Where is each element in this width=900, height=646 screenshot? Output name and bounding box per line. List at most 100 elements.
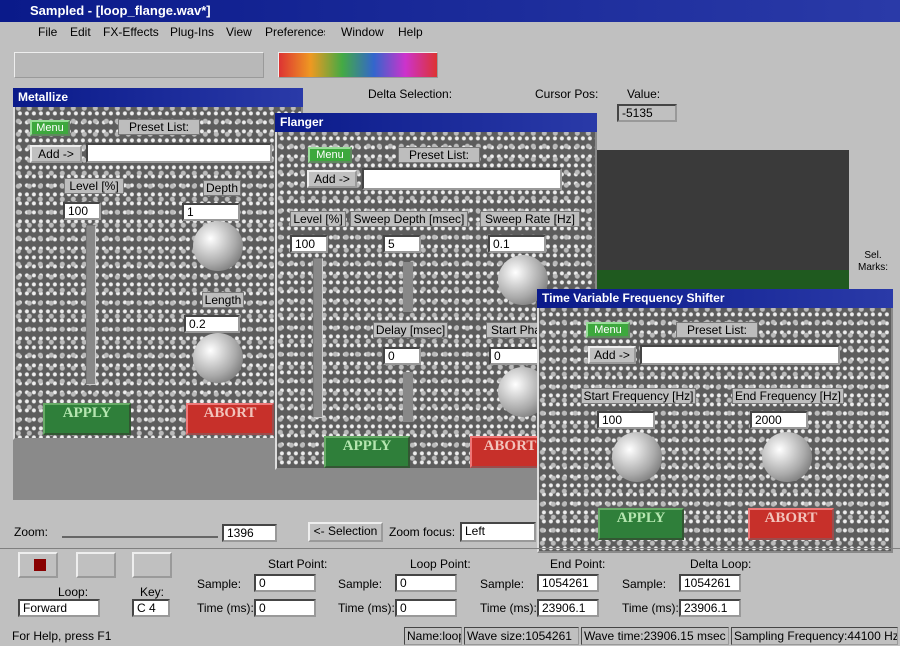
button[interactable]: Add -> (307, 170, 357, 188)
label: Time (ms): (622, 600, 678, 616)
label: End Frequency [Hz] (732, 388, 844, 404)
label: Preset List: (398, 147, 480, 163)
input[interactable]: 23906.1 (537, 599, 599, 617)
label: Key: (140, 584, 170, 600)
zoom-slider[interactable] (62, 524, 218, 538)
label: Start Frequency [Hz] (581, 388, 696, 404)
label: Zoom: (14, 524, 58, 540)
status-pane: Sampling Frequency:44100 Hz (731, 627, 898, 645)
plugin-window (13, 88, 303, 440)
button[interactable]: Add -> (30, 145, 82, 163)
value-field: -5135 (617, 104, 677, 122)
play-button[interactable] (18, 552, 58, 578)
menu-item[interactable]: FX-Effects (103, 24, 163, 40)
label: Sample: (338, 576, 394, 592)
label: Zoom focus: (389, 524, 459, 540)
menu-item[interactable]: Help (398, 24, 458, 40)
abort-button[interactable]: ABORT (748, 508, 834, 540)
input[interactable]: C 4 (132, 599, 170, 617)
input[interactable]: 0 (395, 599, 457, 617)
stop-button[interactable] (76, 552, 116, 578)
input[interactable]: 5 (383, 235, 421, 253)
slider[interactable] (86, 225, 96, 385)
label: Depth (203, 180, 241, 196)
record-button[interactable] (132, 552, 172, 578)
group-title: Loop Point: (410, 556, 500, 572)
knob (193, 333, 243, 383)
apply-button[interactable]: APPLY (43, 403, 131, 435)
knob (193, 221, 243, 271)
input[interactable]: 1054261 (679, 574, 741, 592)
divider (0, 548, 900, 549)
label: Sample: (480, 576, 536, 592)
abort-button[interactable]: ABORT (186, 403, 274, 435)
label: Time (ms): (197, 600, 253, 616)
input[interactable]: 23906.1 (679, 599, 741, 617)
status-pane: Wave time:23906.15 msec (581, 627, 729, 645)
preset-field[interactable] (640, 345, 840, 365)
slider[interactable] (403, 262, 413, 312)
label: Sample: (197, 576, 253, 592)
status-text: For Help, press F1 (12, 628, 212, 644)
knob (762, 432, 812, 482)
input[interactable]: 0 (254, 574, 316, 592)
input[interactable]: 100 (597, 411, 655, 429)
label: Delay [msec] (373, 322, 448, 338)
group-title: Start Point: (268, 556, 358, 572)
preset-field[interactable] (362, 168, 562, 190)
button[interactable]: Add -> (588, 346, 636, 364)
window-title: Time Variable Frequency Shifter (537, 289, 893, 308)
menu-item[interactable]: Preferences (265, 24, 325, 40)
title-bar: Sampled - [loop_flange.wav*] (0, 0, 900, 22)
label: Time (ms): (338, 600, 394, 616)
menu-item[interactable]: Window (341, 24, 401, 40)
label: Sweep Rate [Hz] (480, 211, 580, 227)
dropdown[interactable]: Forward (18, 599, 100, 617)
sel-marks: Sel. Marks: (850, 250, 896, 280)
label: Preset List: (118, 119, 200, 135)
apply-button[interactable]: APPLY (598, 508, 684, 540)
group-title: Delta Loop: (690, 556, 780, 572)
label: Time (ms): (480, 600, 536, 616)
label: Preset List: (676, 322, 758, 338)
slider[interactable] (313, 258, 323, 418)
input[interactable]: 0 (254, 599, 316, 617)
input[interactable]: 0.1 (488, 235, 546, 253)
window-title: Metallize (13, 88, 303, 107)
slider[interactable] (403, 372, 413, 422)
preset-field[interactable] (86, 143, 272, 163)
apply-button[interactable]: APPLY (324, 436, 410, 468)
label: Length (202, 292, 244, 308)
toolbar (14, 52, 264, 78)
label: Loop: (58, 584, 98, 600)
input[interactable]: 1 (182, 203, 240, 221)
app-screen: Sampled - [loop_flange.wav*]FileEditFX-E… (0, 0, 900, 646)
label: Sweep Depth [msec] (350, 211, 468, 227)
input[interactable]: 0 (395, 574, 457, 592)
label: Value: (627, 86, 677, 102)
status-pane: Name:loop (404, 627, 462, 645)
input[interactable]: 1054261 (537, 574, 599, 592)
input[interactable]: 0.2 (184, 315, 240, 333)
dropdown[interactable]: Left (460, 522, 536, 542)
input[interactable]: 100 (290, 235, 328, 253)
label: Sample: (622, 576, 678, 592)
menu-button[interactable]: Menu (308, 147, 352, 163)
button[interactable]: <- Selection (308, 522, 383, 542)
window-title: Flanger (275, 113, 597, 132)
menu-button[interactable]: Menu (30, 120, 70, 136)
waveform (597, 150, 849, 290)
input[interactable]: 100 (63, 202, 101, 220)
status-pane: Wave size:1054261 (464, 627, 579, 645)
input[interactable]: 0 (383, 347, 421, 365)
label: Cursor Pos: (535, 86, 615, 102)
menu-button[interactable]: Menu (586, 322, 630, 338)
label: Level [%] (64, 178, 124, 194)
toolbar-effects (278, 52, 438, 78)
label: Level [%] (290, 211, 346, 227)
input[interactable]: 2000 (750, 411, 808, 429)
input[interactable]: 1396 (222, 524, 277, 542)
menu-item[interactable]: Plug-Ins (170, 24, 230, 40)
label: Delta Selection: (368, 86, 478, 102)
group-title: End Point: (550, 556, 640, 572)
